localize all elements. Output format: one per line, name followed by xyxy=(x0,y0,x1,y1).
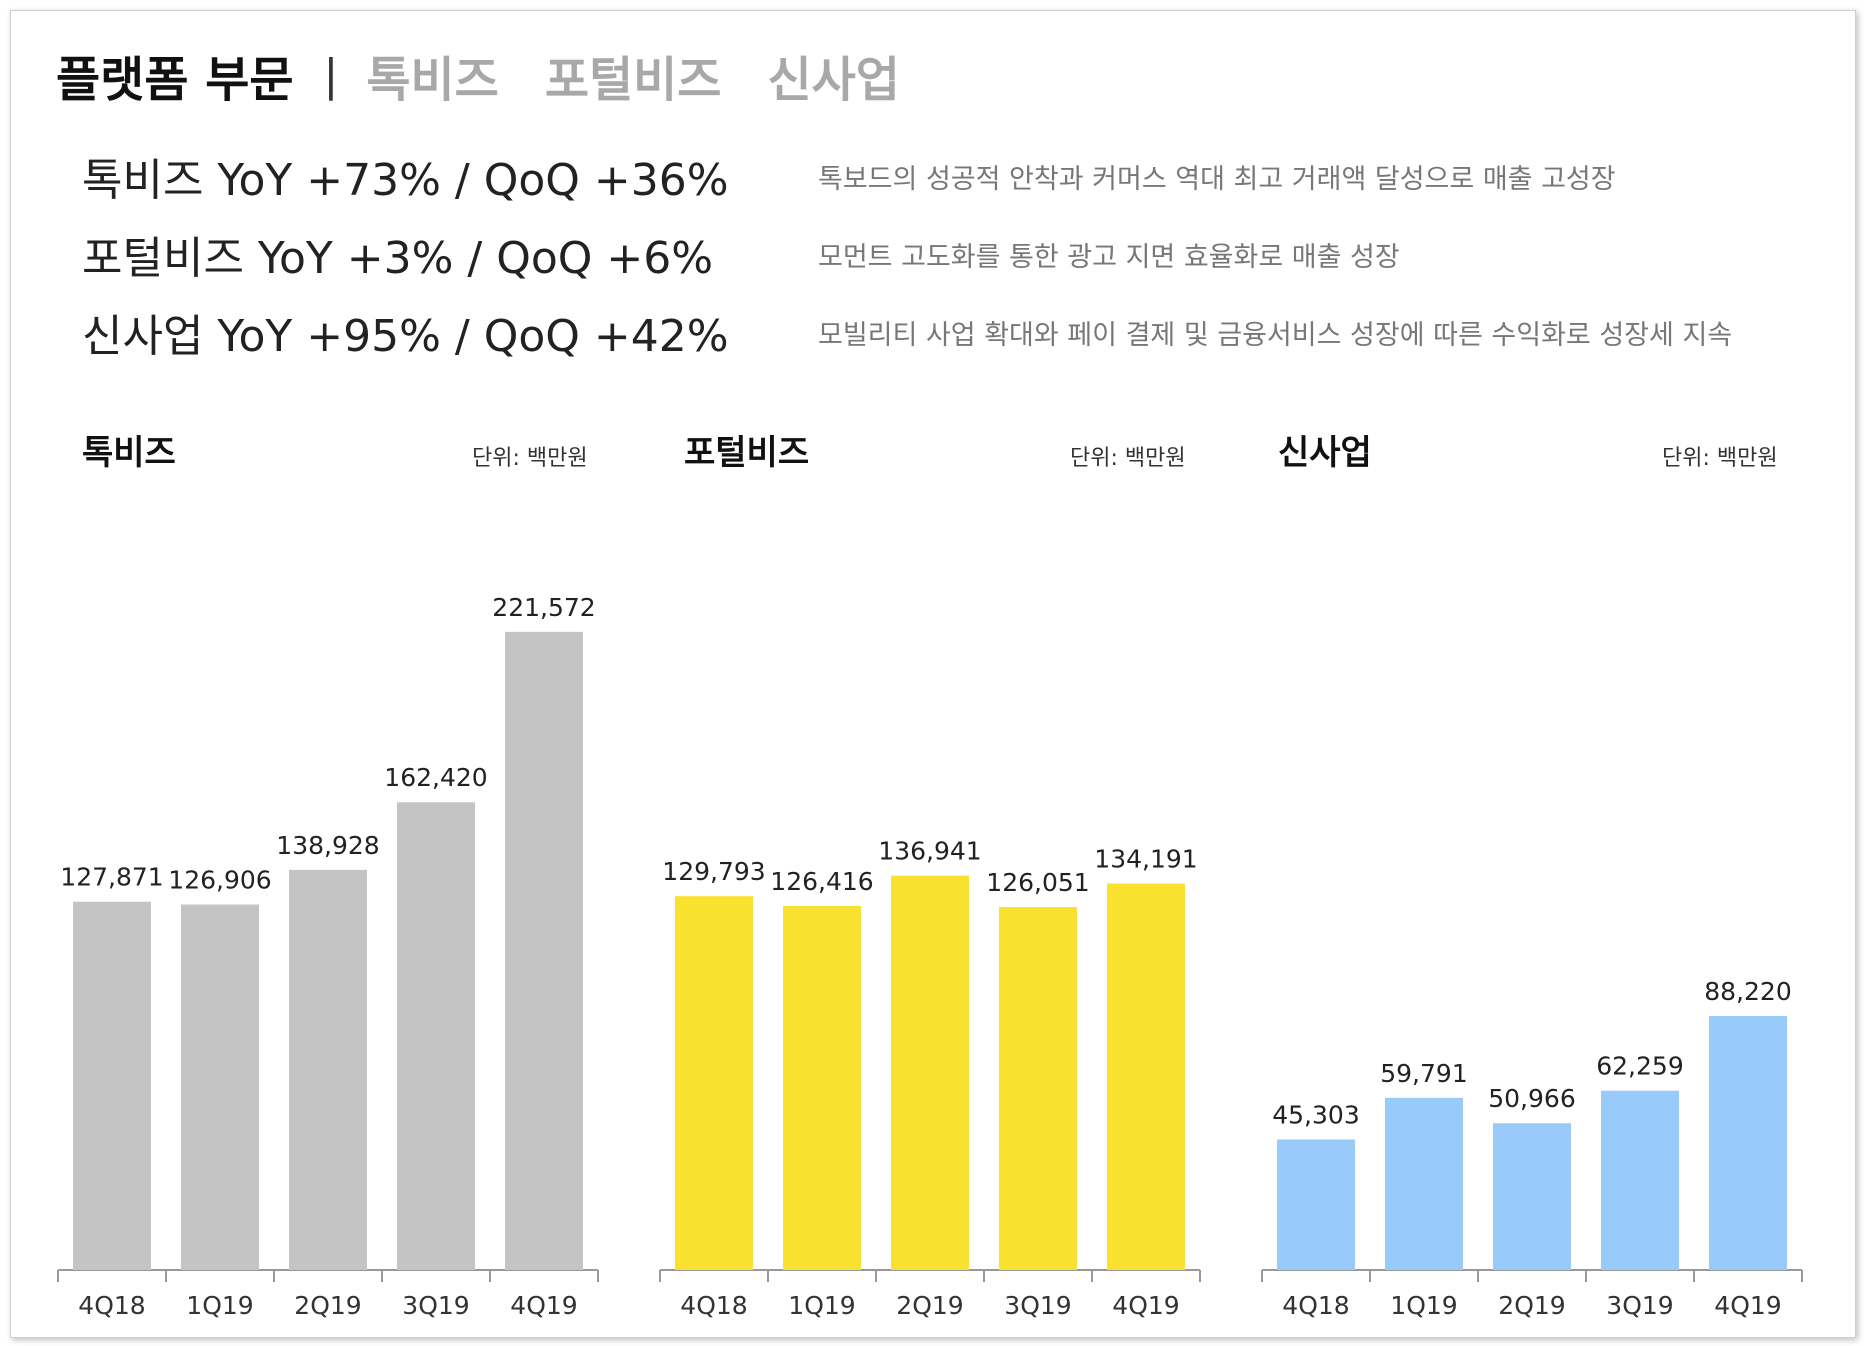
category-label-portalbiz-4q18: 4Q18 xyxy=(680,1291,747,1320)
bar-talkbiz-3q19 xyxy=(397,802,475,1270)
category-label-newbiz-4q19: 4Q19 xyxy=(1714,1291,1781,1320)
value-label-talkbiz-1q19: 126,906 xyxy=(168,866,271,895)
category-label-portalbiz-4q19: 4Q19 xyxy=(1112,1291,1179,1320)
bar-newbiz-1q19 xyxy=(1385,1097,1463,1270)
chart-title-newbiz: 신사업 xyxy=(1278,433,1372,473)
page-title: 플랫폼 부문 xyxy=(56,52,294,108)
category-label-newbiz-1q19: 1Q19 xyxy=(1390,1291,1457,1320)
category-label-portalbiz-3q19: 3Q19 xyxy=(1004,1291,1071,1320)
value-label-portalbiz-2q19: 136,941 xyxy=(878,837,981,866)
bar-newbiz-4q19 xyxy=(1709,1015,1787,1270)
bar-talkbiz-4q18 xyxy=(73,901,151,1270)
value-label-talkbiz-2q19: 138,928 xyxy=(276,831,379,860)
bar-chart-newbiz: 45,303 4Q18 59,791 1Q19 50,966 2Q19 62,259 3Q19… xyxy=(1261,977,1803,1320)
category-label-talkbiz-2q19: 2Q19 xyxy=(294,1291,361,1320)
value-label-portalbiz-4q19: 134,191 xyxy=(1094,845,1197,874)
category-label-newbiz-2q19: 2Q19 xyxy=(1498,1291,1565,1320)
value-label-newbiz-2q19: 50,966 xyxy=(1488,1084,1575,1113)
category-label-newbiz-4q18: 4Q18 xyxy=(1282,1291,1349,1320)
value-label-talkbiz-3q19: 162,420 xyxy=(384,763,487,792)
category-label-talkbiz-4q19: 4Q19 xyxy=(510,1291,577,1320)
summary-newbiz-growth: 신사업 YoY +95% / QoQ +42% xyxy=(82,311,729,362)
tab-portalbiz: 포털비즈 xyxy=(544,52,722,108)
summary-portalbiz-growth: 포털비즈 YoY +3% / QoQ +6% xyxy=(82,233,714,284)
bar-newbiz-3q19 xyxy=(1601,1090,1679,1270)
bar-newbiz-4q18 xyxy=(1277,1139,1355,1270)
bar-chart-portalbiz: 129,793 4Q18 126,416 1Q19 136,941 2Q19 126,051… xyxy=(659,837,1201,1320)
bar-chart-talkbiz: 127,871 4Q18 126,906 1Q19 138,928 2Q19 162,420… xyxy=(57,593,599,1320)
chart-unit-portalbiz: 단위: 백만원 xyxy=(1070,446,1186,471)
value-label-talkbiz-4q19: 221,572 xyxy=(492,593,595,622)
bar-portalbiz-4q19 xyxy=(1107,883,1185,1270)
page-header: 플랫폼 부문 | 톡비즈 포털비즈 신사업 xyxy=(56,40,946,110)
summary-talkbiz-growth: 톡비즈 YoY +73% / QoQ +36% xyxy=(82,155,729,206)
category-label-talkbiz-1q19: 1Q19 xyxy=(186,1291,253,1320)
value-label-portalbiz-4q18: 129,793 xyxy=(662,857,765,886)
category-label-newbiz-3q19: 3Q19 xyxy=(1606,1291,1673,1320)
category-label-portalbiz-2q19: 2Q19 xyxy=(896,1291,963,1320)
bar-newbiz-2q19 xyxy=(1493,1123,1571,1270)
value-label-talkbiz-4q18: 127,871 xyxy=(60,863,163,892)
category-label-portalbiz-1q19: 1Q19 xyxy=(788,1291,855,1320)
tab-talkbiz: 톡비즈 xyxy=(366,52,499,108)
value-label-portalbiz-1q19: 126,416 xyxy=(770,867,873,896)
bar-talkbiz-4q19 xyxy=(505,631,583,1270)
summary-portalbiz-desc: 모먼트 고도화를 통한 광고 지면 효율화로 매출 성장 xyxy=(818,242,1400,273)
chart-unit-newbiz: 단위: 백만원 xyxy=(1662,446,1778,471)
summary-newbiz-desc: 모빌리티 사업 확대와 페이 결제 및 금융서비스 성장에 따른 수익화로 성장… xyxy=(818,320,1733,351)
bar-talkbiz-2q19 xyxy=(289,869,367,1270)
chart-unit-talkbiz: 단위: 백만원 xyxy=(472,446,588,471)
value-label-newbiz-4q18: 45,303 xyxy=(1272,1101,1359,1130)
chart-title-portalbiz: 포털비즈 xyxy=(684,433,810,473)
bar-portalbiz-4q18 xyxy=(675,896,753,1270)
title-separator: | xyxy=(323,49,339,101)
bar-portalbiz-3q19 xyxy=(999,906,1077,1270)
category-label-talkbiz-3q19: 3Q19 xyxy=(402,1291,469,1320)
summary-talkbiz-desc: 톡보드의 성공적 안착과 커머스 역대 최고 거래액 달성으로 매출 고성장 xyxy=(818,164,1616,195)
category-label-talkbiz-4q18: 4Q18 xyxy=(78,1291,145,1320)
value-label-newbiz-4q19: 88,220 xyxy=(1704,977,1791,1006)
value-label-portalbiz-3q19: 126,051 xyxy=(986,868,1089,897)
bar-portalbiz-2q19 xyxy=(891,875,969,1270)
value-label-newbiz-3q19: 62,259 xyxy=(1596,1052,1683,1081)
bar-portalbiz-1q19 xyxy=(783,905,861,1270)
chart-title-talkbiz: 톡비즈 xyxy=(82,433,176,473)
value-label-newbiz-1q19: 59,791 xyxy=(1380,1059,1467,1088)
tab-newbiz: 신사업 xyxy=(767,52,900,108)
bar-talkbiz-1q19 xyxy=(181,904,259,1270)
